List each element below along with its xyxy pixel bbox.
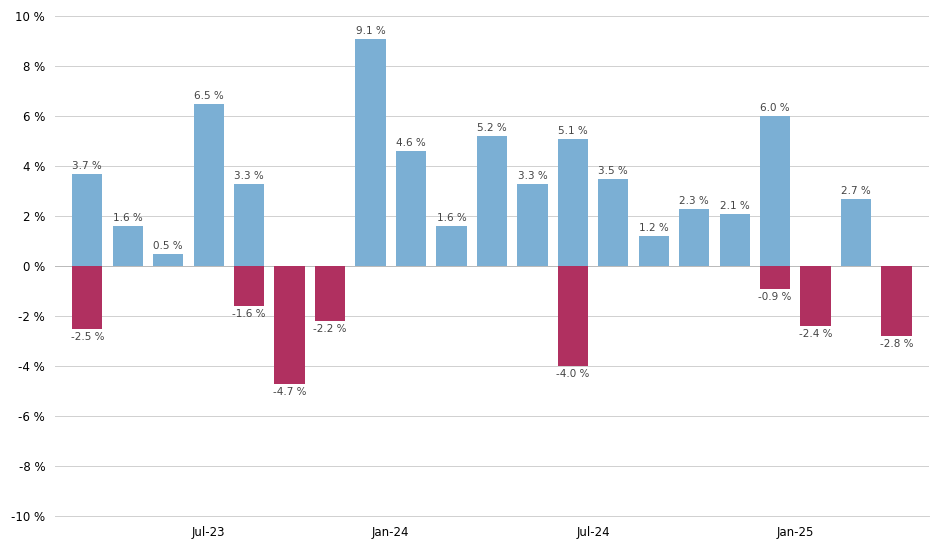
Bar [760,266,791,289]
Text: 0.5 %: 0.5 % [153,241,183,251]
Bar [72,174,102,266]
Bar [801,266,831,326]
Bar [113,226,143,266]
Bar [274,266,305,384]
Bar [72,266,102,329]
Bar [477,136,507,266]
Bar [598,179,629,266]
Text: -2.8 %: -2.8 % [880,339,914,349]
Text: 3.7 %: 3.7 % [72,161,102,170]
Bar [436,226,466,266]
Text: 2.3 %: 2.3 % [680,196,709,206]
Text: 9.1 %: 9.1 % [355,26,385,36]
Bar [679,208,710,266]
Bar [882,266,912,336]
Text: 3.3 %: 3.3 % [518,170,547,180]
Bar [841,199,871,266]
Text: 2.1 %: 2.1 % [720,201,749,211]
Text: 1.2 %: 1.2 % [639,223,668,233]
Text: -0.9 %: -0.9 % [759,292,791,301]
Text: 1.6 %: 1.6 % [113,213,143,223]
Text: -1.6 %: -1.6 % [232,309,266,319]
Bar [557,139,588,266]
Text: 5.2 %: 5.2 % [477,123,507,133]
Text: -2.2 %: -2.2 % [313,324,347,334]
Bar [234,266,264,306]
Bar [638,236,669,266]
Bar [557,266,588,366]
Text: 6.5 %: 6.5 % [194,91,224,101]
Text: 2.7 %: 2.7 % [841,186,871,196]
Bar [719,213,750,266]
Text: 5.1 %: 5.1 % [558,125,588,136]
Text: 3.5 %: 3.5 % [599,166,628,175]
Text: 1.6 %: 1.6 % [436,213,466,223]
Text: 4.6 %: 4.6 % [396,138,426,148]
Bar [517,184,548,266]
Text: -2.4 %: -2.4 % [799,329,832,339]
Text: -4.0 %: -4.0 % [556,369,589,379]
Text: -2.5 %: -2.5 % [70,332,104,342]
Bar [194,103,224,266]
Bar [315,266,345,321]
Bar [760,116,791,266]
Bar [355,39,385,266]
Bar [234,184,264,266]
Bar [396,151,426,266]
Bar [153,254,183,266]
Text: 3.3 %: 3.3 % [234,170,264,180]
Text: 6.0 %: 6.0 % [760,103,790,113]
Text: -4.7 %: -4.7 % [273,387,306,397]
